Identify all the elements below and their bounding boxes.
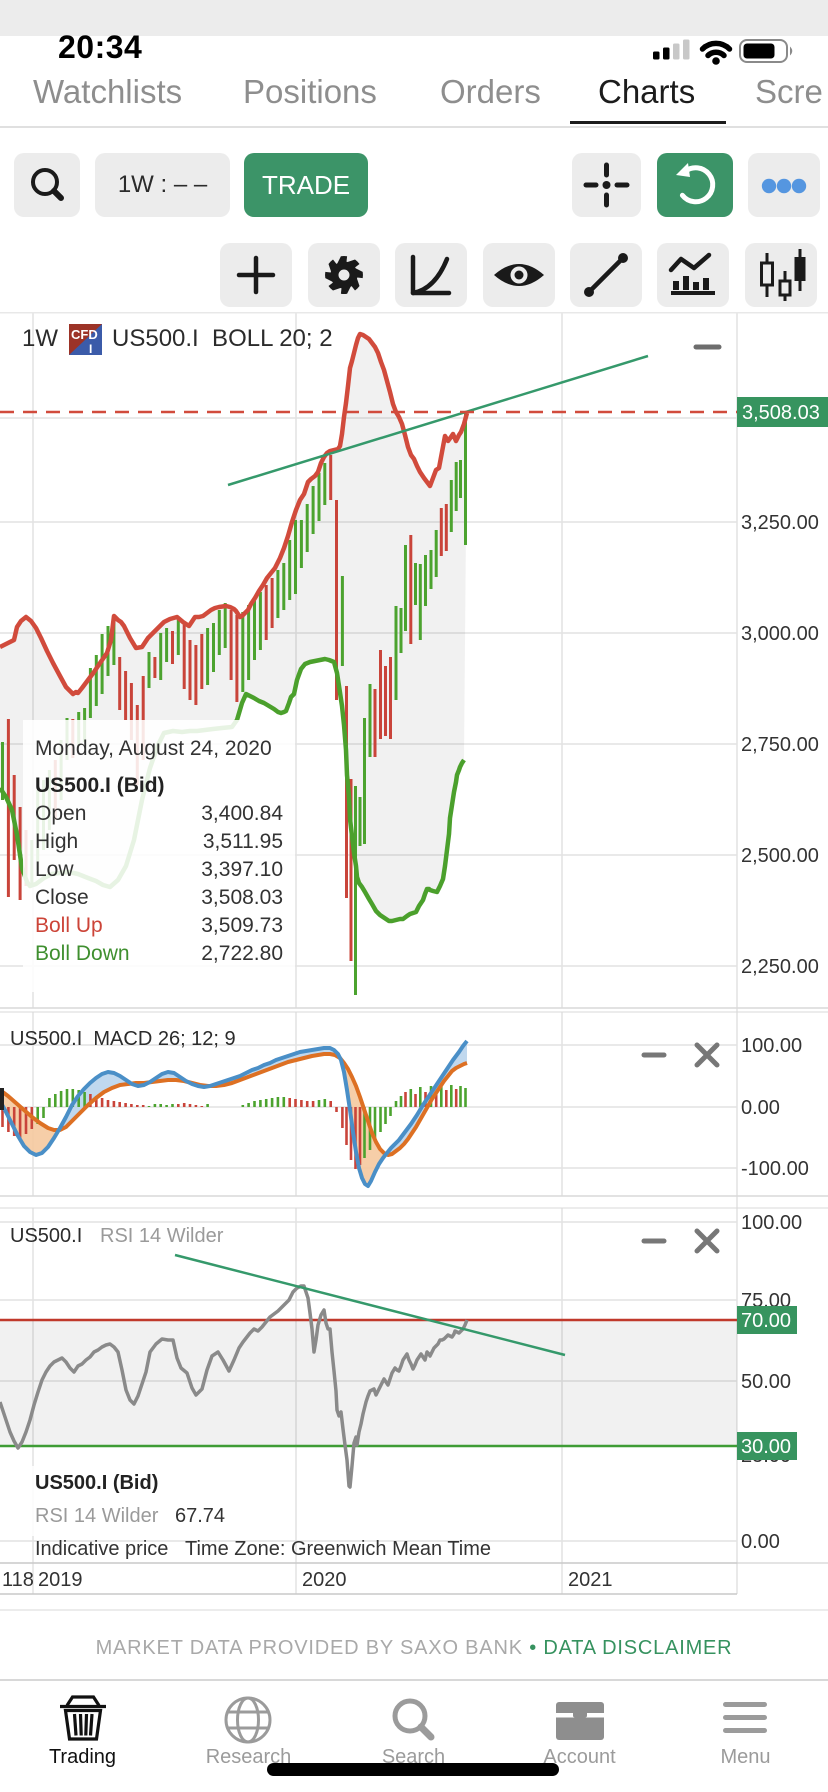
svg-text:3,508.03: 3,508.03 bbox=[742, 402, 820, 424]
svg-text:50.00: 50.00 bbox=[741, 1371, 791, 1393]
svg-text:RSI 14 Wilder: RSI 14 Wilder bbox=[35, 1505, 159, 1527]
svg-text:3,000.00: 3,000.00 bbox=[741, 623, 819, 645]
svg-text:67.74: 67.74 bbox=[175, 1505, 225, 1527]
svg-text:US500.I (Bid): US500.I (Bid) bbox=[35, 1472, 158, 1494]
svg-text:3,397.10: 3,397.10 bbox=[201, 858, 283, 881]
svg-text:CFD: CFD bbox=[71, 327, 98, 342]
svg-text:100.00: 100.00 bbox=[741, 1212, 802, 1234]
svg-text:1W: 1W bbox=[22, 325, 58, 352]
svg-text:Low: Low bbox=[35, 858, 74, 881]
svg-text:I: I bbox=[89, 342, 92, 356]
svg-text:2019: 2019 bbox=[38, 1569, 83, 1591]
svg-text:30.00: 30.00 bbox=[741, 1436, 791, 1458]
svg-text:3,508.03: 3,508.03 bbox=[201, 886, 283, 909]
svg-text:3,250.00: 3,250.00 bbox=[741, 512, 819, 534]
svg-text:-100.00: -100.00 bbox=[741, 1158, 809, 1180]
svg-text:0.00: 0.00 bbox=[741, 1531, 780, 1553]
svg-text:Boll Down: Boll Down bbox=[35, 942, 130, 965]
svg-text:2020: 2020 bbox=[302, 1569, 347, 1591]
svg-text:2021: 2021 bbox=[568, 1569, 613, 1591]
svg-text:2,750.00: 2,750.00 bbox=[741, 734, 819, 756]
svg-text:2,250.00: 2,250.00 bbox=[741, 956, 819, 978]
svg-text:3,400.84: 3,400.84 bbox=[201, 802, 283, 825]
svg-text:Time Zone: Greenwich Mean Time: Time Zone: Greenwich Mean Time bbox=[185, 1538, 491, 1560]
svg-text:US500.I (Bid): US500.I (Bid) bbox=[35, 774, 165, 797]
svg-text:2,722.80: 2,722.80 bbox=[201, 942, 283, 965]
svg-text:US500.I: US500.I bbox=[10, 1225, 82, 1247]
svg-text:High: High bbox=[35, 830, 78, 853]
svg-text:3,511.95: 3,511.95 bbox=[203, 830, 283, 853]
svg-text:Indicative price: Indicative price bbox=[35, 1538, 168, 1560]
svg-text:70.00: 70.00 bbox=[741, 1310, 791, 1332]
svg-text:US500.I BOLL 20; 2: US500.I BOLL 20; 2 bbox=[112, 325, 333, 352]
svg-text:100.00: 100.00 bbox=[741, 1035, 802, 1057]
svg-text:US500.I MACD 26; 12; 9: US500.I MACD 26; 12; 9 bbox=[10, 1028, 236, 1050]
svg-text:0.00: 0.00 bbox=[741, 1097, 780, 1119]
svg-text:Monday, August 24, 2020: Monday, August 24, 2020 bbox=[35, 737, 272, 760]
svg-text:Close: Close bbox=[35, 886, 89, 909]
svg-text:RSI 14 Wilder: RSI 14 Wilder bbox=[100, 1225, 224, 1247]
svg-text:3,509.73: 3,509.73 bbox=[201, 914, 283, 937]
svg-text:Boll Up: Boll Up bbox=[35, 914, 103, 937]
svg-text:Open: Open bbox=[35, 802, 86, 825]
svg-text:118: 118 bbox=[2, 1569, 34, 1591]
svg-text:2,500.00: 2,500.00 bbox=[741, 845, 819, 867]
